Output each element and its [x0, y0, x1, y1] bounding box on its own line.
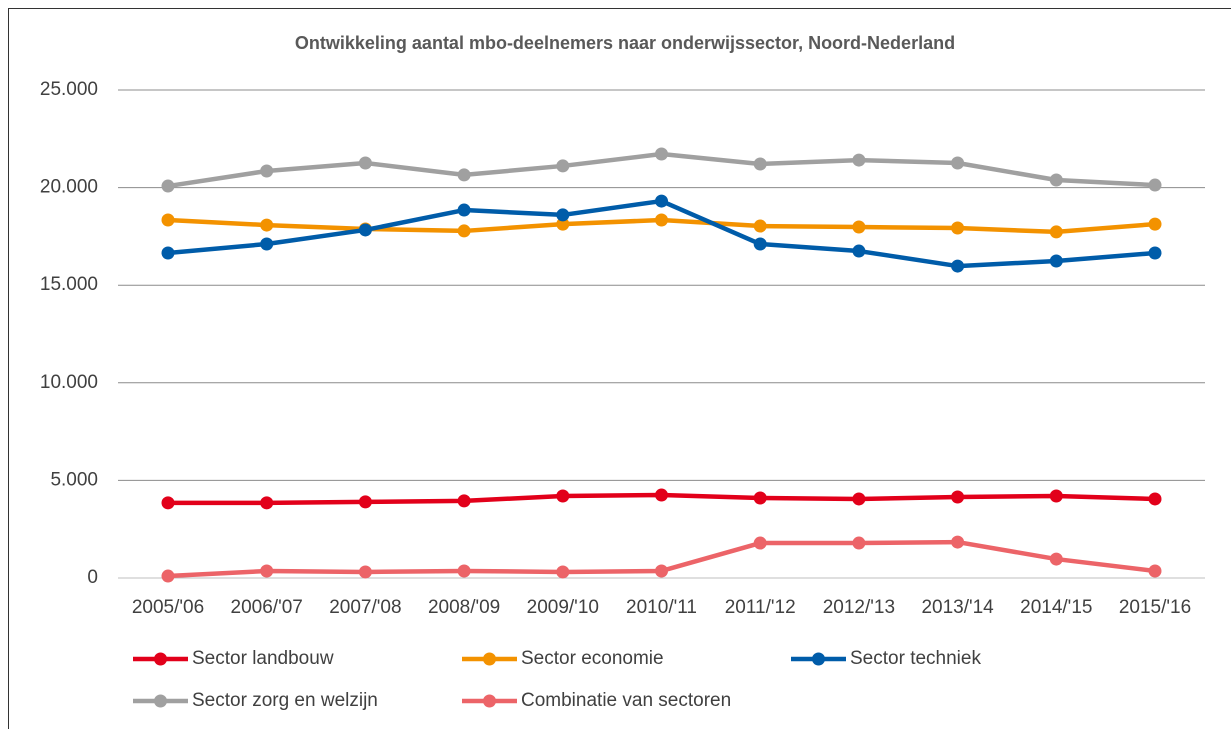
data-point: [260, 564, 274, 578]
legend-marker: [154, 694, 167, 708]
data-point: [852, 244, 866, 258]
data-point: [852, 153, 866, 167]
legend-label: Sector techniek: [850, 648, 981, 669]
data-point: [1049, 552, 1063, 566]
data-point: [260, 496, 274, 510]
y-tick-label: 10.000: [40, 372, 98, 393]
x-tick-label: 2009/'10: [527, 597, 599, 618]
data-point: [951, 535, 965, 549]
data-point: [358, 156, 372, 170]
data-point: [556, 208, 570, 222]
data-point: [556, 217, 570, 231]
x-tick-label: 2007/'08: [329, 597, 401, 618]
x-tick-label: 2015/'16: [1119, 597, 1191, 618]
data-point: [852, 492, 866, 506]
series-line: [167, 198, 1156, 269]
y-tick-label: 5.000: [50, 469, 98, 490]
legend-label: Sector zorg en welzijn: [192, 690, 378, 711]
data-point: [260, 237, 274, 251]
x-tick-label: 2006/'07: [231, 597, 303, 618]
data-point: [1049, 254, 1063, 268]
data-point: [1049, 489, 1063, 503]
data-point: [1148, 217, 1162, 231]
data-point: [655, 488, 668, 502]
x-tick-label: 2013/'14: [921, 597, 994, 618]
data-point: [556, 565, 570, 579]
data-point: [655, 564, 668, 578]
legend-label: Sector landbouw: [192, 648, 334, 669]
data-point: [1148, 246, 1162, 260]
data-point: [161, 213, 175, 227]
chart-title: Ontwikkeling aantal mbo-deelnemers naar …: [295, 33, 955, 53]
data-point: [457, 564, 471, 578]
data-point: [951, 221, 965, 235]
data-point: [457, 224, 471, 238]
data-point: [1049, 225, 1063, 239]
data-point: [457, 494, 471, 508]
x-tick-label: 2005/'06: [132, 597, 204, 618]
x-tick-label: 2011/'12: [725, 597, 796, 618]
data-point: [358, 565, 372, 579]
data-point: [358, 223, 372, 237]
data-point: [753, 536, 767, 550]
data-point: [457, 203, 471, 217]
data-point: [655, 194, 668, 208]
y-tick-label: 25.000: [40, 79, 98, 100]
data-point: [753, 157, 767, 171]
data-point: [655, 213, 668, 227]
data-point: [852, 536, 866, 550]
data-point: [161, 246, 175, 260]
x-tick-label: 2008/'09: [428, 597, 500, 618]
y-tick-label: 0: [87, 567, 98, 588]
data-point: [951, 156, 965, 170]
y-tick-label: 15.000: [40, 274, 98, 295]
frame: [8, 8, 1231, 729]
legend-marker: [812, 652, 825, 666]
data-point: [556, 159, 570, 173]
legend-marker: [154, 652, 167, 666]
data-point: [753, 491, 767, 505]
data-point: [1049, 173, 1063, 187]
data-point: [951, 259, 965, 273]
data-point: [1148, 564, 1162, 578]
data-point: [161, 496, 175, 510]
legend-label: Combinatie van sectoren: [521, 690, 731, 711]
x-tick-label: 2012/'13: [823, 597, 895, 618]
data-point: [753, 219, 767, 233]
legend-marker: [483, 652, 496, 666]
data-point: [852, 220, 866, 234]
data-point: [556, 489, 570, 503]
data-point: [1148, 178, 1162, 192]
x-tick-label: 2014/'15: [1020, 597, 1092, 618]
data-point: [161, 179, 175, 193]
x-tick-label: 2010/'11: [626, 597, 697, 618]
y-tick-label: 20.000: [40, 177, 98, 198]
data-point: [260, 164, 274, 178]
data-point: [260, 218, 274, 232]
legend-label: Sector economie: [521, 648, 664, 669]
data-point: [655, 147, 668, 161]
legend-marker: [483, 694, 496, 708]
data-point: [358, 495, 372, 509]
data-point: [951, 490, 965, 504]
data-point: [1148, 492, 1162, 506]
data-point: [753, 237, 767, 251]
data-point: [161, 569, 175, 583]
data-point: [457, 168, 471, 182]
